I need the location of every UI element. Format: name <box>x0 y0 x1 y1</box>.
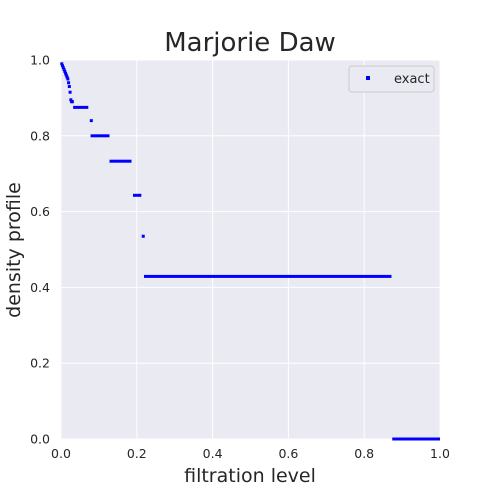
y-tick-label: 0.0 <box>30 432 50 447</box>
data-point <box>67 85 71 89</box>
x-tick-label: 0.8 <box>354 446 374 461</box>
chart-title: Marjorie Daw <box>164 28 336 58</box>
data-point <box>66 77 70 81</box>
x-tick-label: 0.4 <box>203 446 223 461</box>
y-tick-label: 0.8 <box>30 128 50 143</box>
data-point-run <box>141 234 145 238</box>
data-point <box>68 90 72 94</box>
data-point <box>64 73 68 77</box>
data-point-run <box>89 119 93 123</box>
data-point <box>64 71 68 75</box>
data-point <box>60 62 64 66</box>
x-tick-label: 1.0 <box>430 446 450 461</box>
data-point <box>65 75 69 79</box>
legend-box <box>348 65 435 93</box>
data-point-run <box>90 134 110 138</box>
x-tick-label: 0.6 <box>278 446 298 461</box>
data-point <box>70 100 74 104</box>
legend: exact <box>348 65 435 93</box>
x-tick-label: 0.2 <box>127 446 147 461</box>
tick-labels: 0.0 0.2 0.4 0.6 0.8 1.0 0.0 0.2 0.4 0.6 0.8 1.0 <box>30 53 450 462</box>
data-point-run <box>144 274 392 278</box>
y-tick-label: 0.2 <box>30 356 50 371</box>
data-point <box>67 81 71 85</box>
grid <box>60 59 441 440</box>
data-point-run <box>109 159 132 163</box>
data-marks <box>60 62 440 441</box>
data-point <box>61 66 65 70</box>
data-point-run <box>73 105 89 109</box>
plot-background <box>61 60 440 439</box>
y-tick-label: 1.0 <box>30 53 50 68</box>
x-tick-label: 0.0 <box>51 446 71 461</box>
data-point <box>61 64 65 68</box>
y-axis-label: density profile <box>3 182 25 318</box>
y-tick-label: 0.4 <box>30 280 50 295</box>
legend-label: exact <box>394 72 430 87</box>
legend-marker <box>366 76 370 80</box>
data-point-run <box>133 193 142 197</box>
data-point <box>63 69 67 73</box>
data-point <box>69 98 73 102</box>
data-point-run <box>392 437 440 441</box>
y-tick-label: 0.6 <box>30 204 50 219</box>
data-point <box>62 67 66 71</box>
x-axis-label: filtration level <box>184 465 316 487</box>
